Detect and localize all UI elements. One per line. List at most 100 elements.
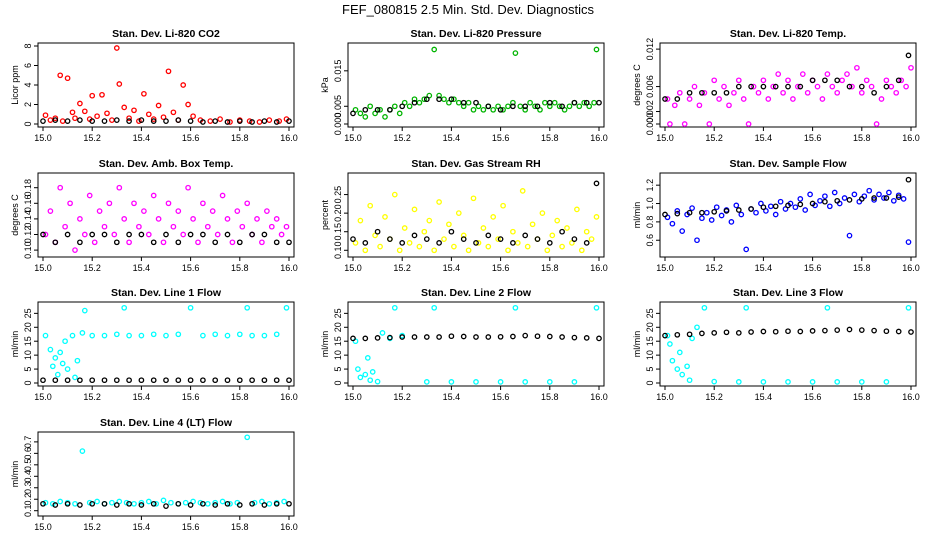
- data-point: [47, 346, 54, 353]
- data-point: [689, 205, 695, 211]
- y-tick-label: 0.14: [23, 210, 33, 228]
- data-point: [89, 377, 96, 384]
- data-point: [841, 195, 848, 201]
- y-tick-label: 0.5: [23, 459, 33, 472]
- data-point: [809, 200, 816, 207]
- data-point: [711, 208, 718, 215]
- data-point: [175, 117, 182, 123]
- data-point: [436, 240, 442, 246]
- y-tick-label: 0.3: [23, 482, 33, 495]
- data-point: [40, 118, 46, 124]
- data-point: [278, 231, 285, 238]
- data-point: [286, 377, 292, 384]
- plot-frame: [37, 431, 295, 517]
- data-point: [362, 371, 369, 378]
- data-point: [785, 83, 791, 90]
- data-point: [79, 330, 86, 336]
- y-axis-label: ml/min: [632, 331, 642, 358]
- data-point: [204, 223, 211, 230]
- data-point: [691, 83, 698, 90]
- data-point: [268, 223, 275, 230]
- y-tick-label: 20: [333, 322, 343, 332]
- chart-title: Stan. Dev. Li-820 Temp.: [730, 28, 846, 40]
- data-point: [74, 357, 81, 364]
- series-2-5-min: [662, 326, 914, 339]
- data-point: [455, 99, 462, 106]
- chart-panel-8: Stan. Dev. Line 2 Flow 15.0 15.2 15.4 15.6 15…: [320, 287, 608, 402]
- data-point: [190, 216, 196, 222]
- data-point: [72, 374, 78, 381]
- x-tick-label: 15.0: [656, 392, 674, 402]
- data-point: [364, 355, 371, 361]
- data-point: [681, 121, 688, 127]
- data-point: [168, 499, 174, 506]
- data-point: [52, 502, 59, 508]
- data-point: [273, 377, 280, 384]
- data-point: [551, 99, 558, 106]
- data-point: [249, 231, 255, 238]
- data-point: [145, 498, 152, 505]
- data-point: [583, 240, 590, 246]
- y-tick-label: 0.012: [645, 38, 655, 61]
- data-point: [534, 333, 541, 340]
- data-point: [254, 216, 260, 222]
- x-tick-label: 15.4: [755, 392, 773, 402]
- data-point: [662, 96, 668, 102]
- data-point: [387, 236, 393, 242]
- plot-frame: [37, 172, 295, 258]
- data-point: [175, 377, 182, 384]
- data-point: [711, 330, 718, 336]
- data-point: [834, 327, 841, 333]
- data-point: [86, 192, 93, 199]
- data-point: [421, 96, 428, 103]
- data-point: [522, 379, 529, 385]
- chart-panel-5: Stan. Dev. Gas Stream RH 15.0 15.2 15.4 15.6…: [320, 158, 608, 273]
- data-point: [475, 103, 482, 110]
- data-point: [460, 103, 467, 110]
- data-point: [743, 304, 750, 311]
- data-point: [822, 327, 828, 334]
- data-point: [790, 96, 796, 102]
- x-tick-label: 15.2: [393, 133, 411, 143]
- data-point: [448, 228, 455, 235]
- data-point: [64, 231, 71, 238]
- data-point: [753, 209, 759, 216]
- y-tick-label: 0.6: [645, 234, 655, 247]
- data-point: [57, 349, 64, 356]
- y-tick-label: 0.1: [23, 504, 33, 517]
- x-tick-label: 15.0: [34, 133, 52, 143]
- data-point: [224, 216, 231, 222]
- data-point: [743, 246, 750, 253]
- plot-frame: [37, 42, 295, 128]
- data-point: [510, 103, 516, 110]
- x-tick-label: 16.0: [590, 133, 608, 143]
- data-point: [111, 231, 118, 238]
- data-point: [495, 236, 501, 242]
- data-point: [204, 500, 211, 507]
- data-point: [581, 99, 588, 106]
- data-point: [121, 304, 128, 311]
- data-point: [858, 327, 865, 333]
- data-point: [411, 206, 418, 213]
- data-point: [283, 304, 290, 311]
- data-point: [858, 89, 865, 96]
- data-point: [785, 202, 791, 209]
- data-point: [399, 334, 406, 340]
- data-point: [686, 331, 693, 338]
- data-point: [273, 239, 280, 246]
- data-point: [797, 83, 804, 90]
- data-point: [369, 369, 376, 375]
- y-tick-label: 0.10: [23, 241, 33, 259]
- data-point: [679, 228, 686, 234]
- data-point: [261, 377, 268, 384]
- data-point: [227, 500, 233, 507]
- data-point: [485, 103, 492, 110]
- data-point: [745, 121, 752, 127]
- data-point: [760, 379, 767, 385]
- data-point: [510, 240, 516, 246]
- x-tick-label: 15.2: [83, 392, 101, 402]
- data-point: [733, 202, 740, 209]
- data-point: [57, 498, 64, 505]
- y-tick-label: 5: [333, 367, 343, 372]
- data-point: [212, 502, 219, 508]
